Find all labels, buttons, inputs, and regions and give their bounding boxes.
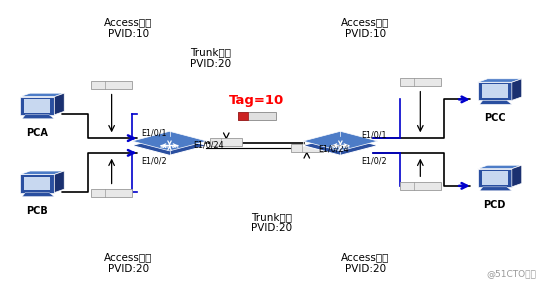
Polygon shape: [54, 93, 64, 115]
Polygon shape: [512, 165, 522, 187]
Polygon shape: [482, 171, 507, 185]
Polygon shape: [20, 93, 64, 97]
Text: PCA: PCA: [26, 128, 48, 138]
Polygon shape: [478, 169, 512, 187]
Polygon shape: [132, 131, 207, 151]
Bar: [238, 112, 248, 120]
Polygon shape: [22, 193, 54, 196]
Bar: [91, 189, 132, 197]
Polygon shape: [478, 79, 522, 82]
Text: E1/0/1: E1/0/1: [361, 130, 386, 139]
Text: SWITCH: SWITCH: [331, 145, 350, 149]
Text: Access端口
PVID:20: Access端口 PVID:20: [341, 252, 389, 274]
Bar: [399, 78, 441, 86]
Text: @51CTO博客: @51CTO博客: [486, 269, 536, 278]
Polygon shape: [54, 171, 64, 193]
Text: Access端口
PVID:10: Access端口 PVID:10: [341, 17, 389, 39]
Bar: [291, 144, 323, 152]
Polygon shape: [132, 136, 207, 155]
Polygon shape: [22, 115, 54, 119]
Polygon shape: [480, 187, 512, 191]
Polygon shape: [482, 84, 507, 98]
Polygon shape: [24, 99, 50, 113]
Bar: [211, 138, 242, 146]
Polygon shape: [480, 100, 512, 104]
Text: E1/0/2: E1/0/2: [361, 157, 386, 166]
Text: E1/0/24: E1/0/24: [193, 141, 224, 150]
Text: SWITCH: SWITCH: [160, 145, 179, 149]
Bar: [238, 112, 276, 120]
Polygon shape: [24, 177, 50, 191]
Polygon shape: [303, 131, 378, 151]
Polygon shape: [20, 97, 54, 115]
Text: E1/0/2: E1/0/2: [141, 157, 167, 166]
Polygon shape: [512, 79, 522, 100]
Polygon shape: [20, 175, 54, 193]
Polygon shape: [478, 165, 522, 169]
Text: PCB: PCB: [27, 206, 48, 216]
Bar: [399, 182, 441, 190]
Text: Access端口
PVID:20: Access端口 PVID:20: [104, 252, 152, 274]
Polygon shape: [478, 82, 512, 100]
Text: E1/0/1: E1/0/1: [141, 129, 167, 138]
Bar: [91, 81, 132, 89]
Text: Trunk端口
PVID:20: Trunk端口 PVID:20: [251, 212, 292, 233]
Polygon shape: [20, 171, 64, 175]
Text: E1/0/24: E1/0/24: [318, 145, 348, 154]
Text: Tag=10: Tag=10: [228, 94, 284, 107]
Text: Access端口
PVID:10: Access端口 PVID:10: [104, 17, 152, 39]
Polygon shape: [303, 136, 378, 155]
Text: Trunk端口
PVID:20: Trunk端口 PVID:20: [190, 47, 232, 69]
Text: PCC: PCC: [484, 113, 506, 123]
Text: PCD: PCD: [484, 200, 506, 210]
